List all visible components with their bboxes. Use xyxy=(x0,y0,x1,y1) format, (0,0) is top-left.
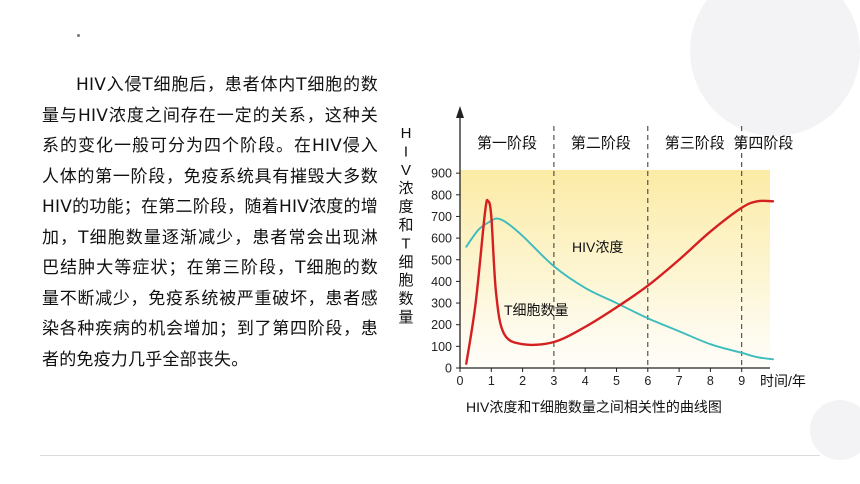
x-tick-label: 9 xyxy=(738,374,745,388)
decorative-circle-bottom-right xyxy=(810,400,860,460)
stage-label: 第三阶段 xyxy=(665,134,725,152)
y-axis-label-char: 度 xyxy=(398,199,413,216)
decorative-dot xyxy=(77,34,80,37)
footer-divider xyxy=(40,455,820,456)
y-tick-label: 600 xyxy=(431,232,452,246)
stage-label: 第一阶段 xyxy=(477,134,537,152)
y-tick-label: 200 xyxy=(431,318,452,332)
x-tick-label: 5 xyxy=(613,374,620,388)
y-axis-label-char: T xyxy=(401,235,410,252)
y-tick-label: 400 xyxy=(431,275,452,289)
y-tick-label: 100 xyxy=(431,340,452,354)
y-axis-label-char: H xyxy=(401,125,412,142)
x-axis-label: 时间/年 xyxy=(760,373,806,389)
annotation-tcell: T细胞数量 xyxy=(504,302,569,318)
x-tick-label: 8 xyxy=(707,374,714,388)
y-axis-label-char: I xyxy=(404,143,408,160)
y-axis-label-char: 浓 xyxy=(398,180,413,197)
y-tick-label: 0 xyxy=(445,362,452,376)
y-tick-label: 800 xyxy=(431,188,452,202)
chart-title: HIV浓度和T细胞数量之间相关性的曲线图 xyxy=(466,399,722,415)
stage-label: 第四阶段 xyxy=(733,134,793,152)
y-tick-label: 900 xyxy=(431,167,452,181)
y-axis-label-char: 细 xyxy=(398,254,413,271)
x-tick-label: 7 xyxy=(676,374,683,388)
intro-paragraph: HIV入侵T细胞后，患者体内T细胞的数量与HIV浓度之间存在一定的关系，这种关系… xyxy=(42,75,378,370)
series-line-tcell xyxy=(465,217,774,361)
y-tick-label: 300 xyxy=(431,297,452,311)
chart-svg: 第一阶段 第二阶段 第三阶段 第四阶段 HIV浓度和T细胞数量 01002003004… xyxy=(398,106,806,415)
x-tick-label: 1 xyxy=(488,374,495,388)
x-tick-label: 0 xyxy=(457,374,464,388)
x-tick-label: 2 xyxy=(519,374,526,388)
y-axis-label-char: 和 xyxy=(398,217,413,234)
decorative-circle-top-right xyxy=(690,0,860,136)
y-axis-label-char: 量 xyxy=(398,309,413,326)
plot-background xyxy=(460,170,770,368)
y-tick-label: 500 xyxy=(431,253,452,267)
y-axis-label-char: 胞 xyxy=(398,272,413,289)
y-axis-arrow xyxy=(456,106,464,118)
y-axis-label-char: 数 xyxy=(398,291,413,308)
x-tick-label: 3 xyxy=(550,374,557,388)
y-tick-label: 700 xyxy=(431,210,452,224)
y-axis-label-char: V xyxy=(401,162,411,179)
series-line-hiv xyxy=(465,198,775,365)
x-tick-label: 6 xyxy=(644,374,651,388)
x-tick-label: 4 xyxy=(582,374,589,388)
annotation-hiv: HIV浓度 xyxy=(572,239,623,255)
stage-label: 第二阶段 xyxy=(571,134,631,152)
